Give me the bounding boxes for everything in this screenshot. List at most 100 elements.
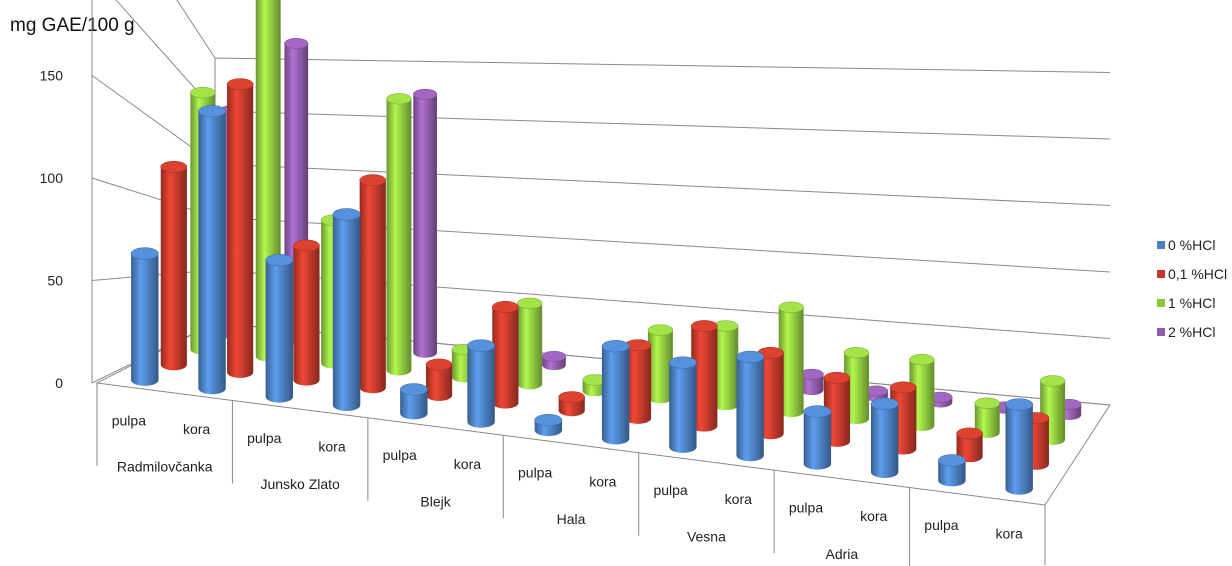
bar (870, 397, 899, 478)
y-tick-label: 100 (40, 170, 64, 186)
bar-top (399, 383, 428, 396)
bar (332, 208, 361, 411)
legend-swatch (1157, 299, 1165, 307)
bar-body (803, 411, 832, 470)
bar-top (870, 397, 899, 410)
bar-top (803, 405, 832, 418)
bar-top (265, 254, 294, 267)
bar (601, 340, 630, 445)
x-subcategory-label: kora (996, 526, 1023, 542)
bar (974, 397, 1000, 438)
bar-top (492, 301, 519, 313)
bar (778, 301, 804, 418)
bar (516, 297, 543, 390)
gridline (176, 0, 1111, 73)
bar-body (517, 303, 543, 390)
bar-body (131, 253, 159, 386)
bar-body (332, 214, 361, 411)
bar-body (198, 111, 226, 395)
bar-body (757, 352, 784, 440)
legend-swatch (1157, 241, 1165, 249)
bar-top (1005, 398, 1034, 411)
bar (359, 174, 387, 394)
legend-label: 2 %HCl (1168, 324, 1215, 340)
bar-body (938, 460, 966, 487)
bar-top (974, 397, 1000, 409)
bar (647, 324, 674, 404)
bar-top (823, 371, 851, 384)
x-group-label: Junsko Zlato (260, 476, 340, 492)
x-subcategory-label: pulpa (789, 500, 823, 516)
bar-top (332, 208, 361, 221)
bar (293, 239, 320, 386)
bar-top (467, 339, 496, 352)
bar (226, 78, 254, 378)
bar-body (647, 330, 673, 404)
y-axis-ticks: 050100150200250 (40, 68, 64, 392)
bar-body (624, 345, 652, 424)
x-group-label: Hala (557, 511, 586, 527)
bar-body (844, 352, 869, 425)
bar-top (359, 174, 387, 187)
x-axis: pulpa kora Radmilovčanka pulpa kora Junsko Zl… (96, 383, 1046, 566)
bar-body (1005, 404, 1033, 495)
legend-label: 0 %HCl (1168, 237, 1215, 253)
bar-body (669, 362, 697, 453)
bar-top (843, 347, 870, 359)
x-group-label: Vesna (687, 528, 726, 544)
bar (803, 405, 832, 470)
bar-top (386, 93, 412, 105)
bar-top (293, 239, 320, 252)
bar-top (541, 350, 567, 362)
x-group-label: Radmilovčanka (117, 459, 213, 475)
bar-top (284, 38, 309, 49)
legend-swatch (1157, 270, 1165, 278)
bar-body (265, 260, 294, 403)
bar-top (668, 356, 697, 369)
x-subcategory-label: kora (725, 491, 752, 507)
bar-body (160, 166, 187, 371)
bar-top (736, 350, 765, 364)
bar-body (227, 84, 254, 378)
bar-top (198, 105, 227, 118)
bar-top (1039, 375, 1066, 387)
bar-top (226, 78, 254, 91)
x-subcategory-label: kora (860, 508, 887, 524)
bar-top (413, 88, 438, 100)
bar (558, 391, 586, 417)
bar-body (713, 325, 739, 411)
bar-body (386, 98, 412, 376)
bar-top (425, 358, 453, 371)
bar (265, 254, 294, 403)
bar (541, 350, 567, 371)
bar-body (601, 346, 630, 445)
bar (736, 350, 765, 462)
bar-top (516, 297, 543, 309)
bar-body (425, 364, 453, 401)
bar (534, 414, 563, 437)
x-subcategory-label: pulpa (924, 517, 958, 533)
x-group-label: Blejk (420, 494, 451, 510)
bar (582, 374, 608, 397)
bar-body (467, 345, 495, 428)
legend-label: 1 %HCl (1168, 295, 1215, 311)
x-subcategory-label: kora (454, 456, 481, 472)
bar-top (909, 354, 935, 366)
bar-top (190, 87, 216, 99)
bar-top (647, 324, 674, 336)
bar-body (413, 94, 437, 358)
bar (691, 320, 718, 432)
x-group-label: Adria (826, 546, 859, 562)
x-subcategory-label: pulpa (518, 465, 552, 481)
bar (843, 347, 870, 425)
y-tick-label: 150 (40, 68, 64, 84)
x-subcategory-label: pulpa (383, 447, 417, 463)
y-tick-label: 0 (55, 375, 63, 391)
bar (425, 358, 453, 401)
bar (198, 105, 227, 395)
bar (928, 391, 953, 408)
bar (130, 247, 159, 386)
bar-body (956, 433, 983, 463)
bar-body (974, 403, 1000, 438)
